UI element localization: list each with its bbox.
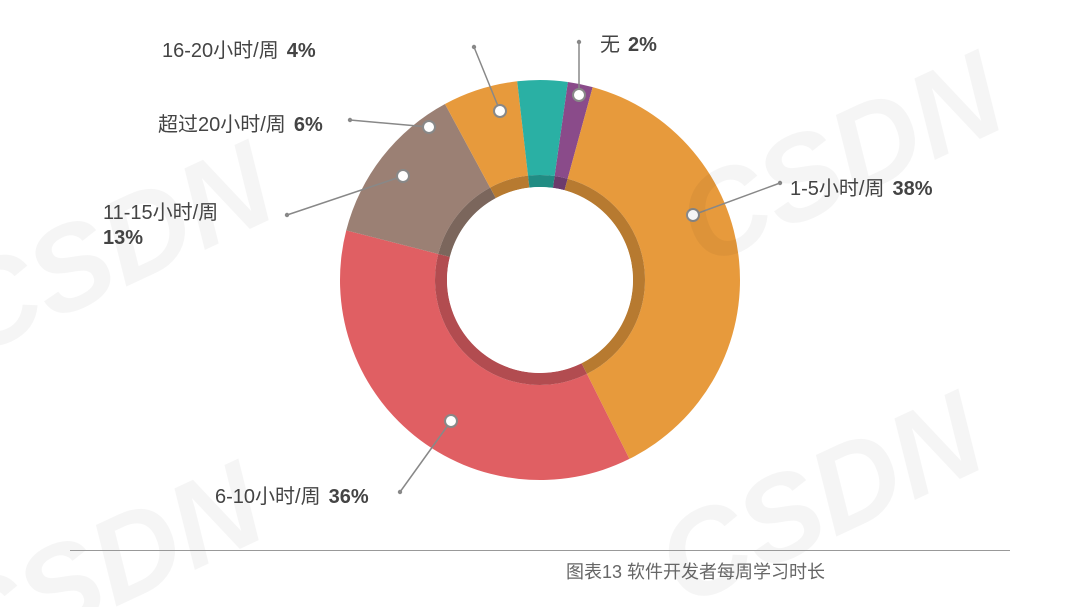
slice-label-text: 1-5小时/周 xyxy=(790,178,884,200)
slice-label-none: 无 2% xyxy=(600,28,657,57)
leader-end-icon xyxy=(348,118,352,122)
slice-label-text: 超过20小时/周 xyxy=(158,114,286,136)
leader-end-icon xyxy=(398,490,402,494)
leader-end-icon xyxy=(285,213,289,217)
slice-label-6-10: 6-10小时/周 36% xyxy=(215,480,369,509)
leader-end-icon xyxy=(472,45,476,49)
donut-hole xyxy=(447,187,633,373)
slice-label-16-20: 16-20小时/周 4% xyxy=(162,34,316,63)
slice-label-11-15: 11-15小时/周 13% xyxy=(103,201,218,251)
leader-end-icon xyxy=(778,181,782,185)
slice-percent: 2% xyxy=(628,34,657,56)
slice-percent: 36% xyxy=(329,486,369,508)
leader-marker-icon xyxy=(687,209,699,221)
slice-label-text: 16-20小时/周 xyxy=(162,40,279,62)
leader-marker-icon xyxy=(397,170,409,182)
slice-label-text: 11-15小时/周 xyxy=(103,202,218,224)
slice-label-text: 无 xyxy=(600,34,620,56)
slice-percent: 38% xyxy=(892,178,932,200)
chart-caption: 图表13 软件开发者每周学习时长 xyxy=(566,558,825,584)
donut-slice xyxy=(528,175,555,188)
leader-marker-icon xyxy=(573,89,585,101)
donut-chart xyxy=(0,0,1080,607)
slice-label-1-5: 1-5小时/周 38% xyxy=(790,172,933,201)
slice-percent: 6% xyxy=(294,114,323,136)
leader-marker-icon xyxy=(445,415,457,427)
leader-marker-icon xyxy=(423,121,435,133)
slice-label-text: 6-10小时/周 xyxy=(215,486,321,508)
caption-divider xyxy=(70,550,1010,551)
slice-label-over-20: 超过20小时/周 6% xyxy=(158,108,323,137)
leader-end-icon xyxy=(577,40,581,44)
slice-percent: 4% xyxy=(287,40,316,62)
slice-percent: 13% xyxy=(103,227,143,249)
leader-marker-icon xyxy=(494,105,506,117)
